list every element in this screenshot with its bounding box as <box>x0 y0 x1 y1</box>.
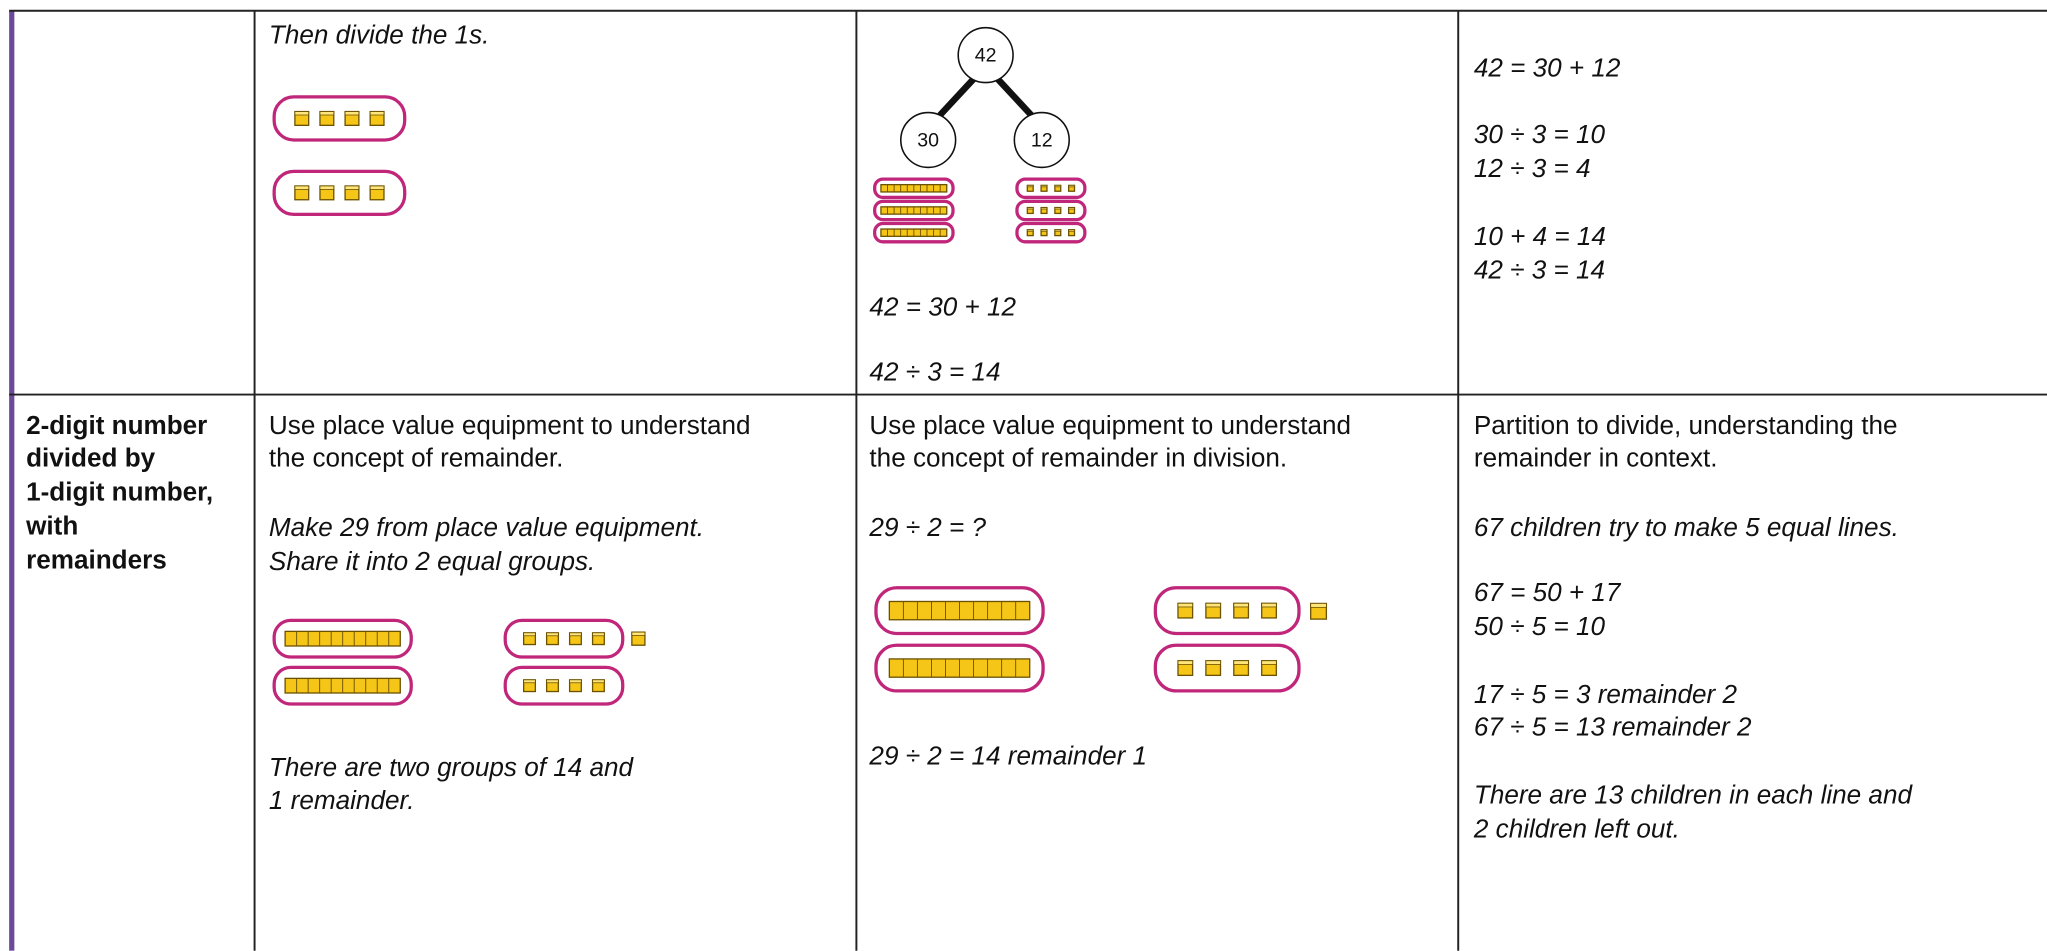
cube-top <box>569 632 582 637</box>
cell-text: 1 remainder. <box>269 785 415 815</box>
cell-text: 2 children left out. <box>1473 813 1680 843</box>
cube-top <box>319 185 335 190</box>
bond-circle <box>1013 111 1070 169</box>
cube-top <box>344 111 360 116</box>
cube-top <box>592 632 605 637</box>
cube-top <box>1261 660 1277 665</box>
cell-text: remainder in context. <box>1474 443 1718 473</box>
cell-text: remainders <box>26 545 167 575</box>
cube-top <box>569 679 582 684</box>
cube-top <box>319 111 335 116</box>
group-outline <box>1015 177 1087 200</box>
cube-top <box>546 679 559 684</box>
cell-text: 12 ÷ 3 = 4 <box>1474 153 1591 183</box>
group-outline <box>1153 643 1301 693</box>
cube-top <box>592 679 605 684</box>
cell-text: the concept of remainder in division. <box>869 443 1287 473</box>
cell-text: 30 <box>917 129 939 151</box>
bond-line <box>937 76 977 118</box>
group-outline <box>1015 199 1087 222</box>
cube-top <box>1261 602 1277 608</box>
table-grid <box>9 9 2047 951</box>
cube-top <box>1233 660 1249 665</box>
group-outline <box>272 95 407 142</box>
cube-top <box>631 631 646 636</box>
cube-top <box>1054 229 1062 232</box>
cube-top <box>1205 660 1221 665</box>
cell-text: 67 ÷ 5 = 13 remainder 2 <box>1474 712 1752 742</box>
cube-top <box>1068 207 1075 210</box>
cell-text: There are two groups of 14 and <box>269 752 635 782</box>
cube-top <box>1026 229 1034 232</box>
cell-text: 17 ÷ 5 = 3 remainder 2 <box>1474 679 1738 709</box>
cell-text: 2-digit number <box>26 410 207 440</box>
cell-text: 42 = 30 + 12 <box>1474 52 1621 82</box>
cube-top <box>1054 207 1062 210</box>
cube-top <box>1054 184 1062 188</box>
bond-circle <box>900 111 957 169</box>
cell-text: Use place value equipment to understand <box>869 410 1351 440</box>
cell-text: Share it into 2 equal groups. <box>269 546 595 576</box>
cell-text: 29 ÷ 2 = 14 remainder 1 <box>868 740 1147 770</box>
cell-text: 67 = 50 + 17 <box>1474 577 1622 607</box>
cell-text: Use place value equipment to understand <box>269 410 751 440</box>
cell-text: There are 13 children in each line and <box>1474 780 1914 810</box>
cell-text: 50 ÷ 5 = 10 <box>1474 611 1606 641</box>
cube-top <box>1310 603 1327 608</box>
cube-top <box>294 185 310 190</box>
group-outline <box>1153 586 1301 636</box>
bond-circle <box>957 26 1014 84</box>
cell-text: 30 ÷ 3 = 10 <box>1474 119 1606 149</box>
cube-top <box>523 679 536 684</box>
cube-top <box>1233 602 1249 608</box>
cube-top <box>1026 184 1034 188</box>
cube-top <box>1040 229 1048 232</box>
cube-top <box>1177 660 1194 665</box>
cube-top <box>523 632 536 637</box>
cube-top <box>1040 184 1048 188</box>
group-outline <box>503 665 625 706</box>
cube-top <box>1026 207 1034 210</box>
cube-top <box>1068 184 1075 188</box>
cell-text: 42 <box>975 45 997 67</box>
cell-text: 10 + 4 = 14 <box>1474 221 1606 251</box>
cell-text: the concept of remainder. <box>269 443 563 473</box>
cell-text: with <box>25 511 78 541</box>
cell-text: 42 = 30 + 12 <box>869 291 1016 321</box>
group-outline <box>503 618 625 659</box>
cell-text: 12 <box>1031 129 1053 151</box>
cell-text: Partition to divide, understanding the <box>1474 410 1898 440</box>
cube-top <box>294 111 310 116</box>
cube-top <box>1068 229 1075 232</box>
cell-text: divided by <box>26 443 156 473</box>
group-outline <box>1015 221 1087 244</box>
cell-text: 1-digit number, <box>26 477 213 507</box>
cube-top <box>369 185 385 190</box>
cell-text: 29 ÷ 2 = ? <box>868 512 986 542</box>
bond-line <box>994 76 1034 118</box>
cell-text: 67 children try to make 5 equal lines. <box>1474 512 1899 542</box>
cell-text: 42 ÷ 3 = 14 <box>1474 255 1605 285</box>
cell-text: Make 29 from place value equipment. <box>269 512 704 542</box>
cell-text: 42 ÷ 3 = 14 <box>869 357 1000 387</box>
cube-top <box>1177 602 1194 608</box>
cube-top <box>369 111 385 116</box>
cube-top <box>546 632 559 637</box>
cube-top <box>344 185 360 190</box>
cell-text: Then divide the 1s. <box>269 20 490 50</box>
group-outline <box>272 169 407 217</box>
cube-top <box>1205 602 1221 608</box>
left-accent <box>9 10 15 951</box>
cube-top <box>1040 207 1048 210</box>
